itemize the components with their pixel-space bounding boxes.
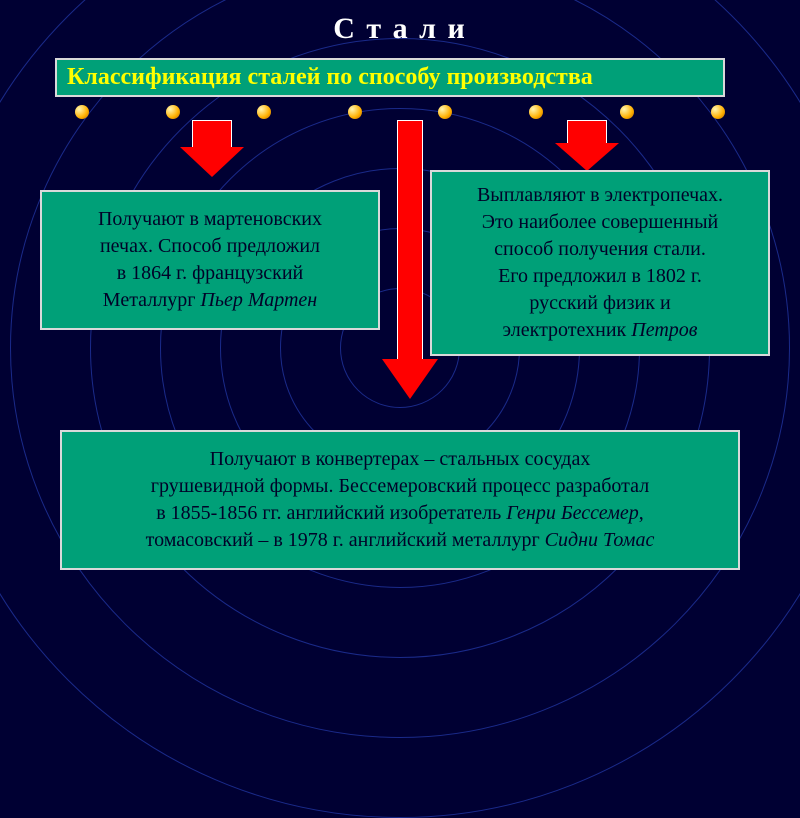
text-line: русский физик и xyxy=(444,290,756,317)
text-line: электротехник Петров xyxy=(444,317,756,344)
text-line: в 1855-1856 гг. английский изобретатель … xyxy=(80,500,720,527)
dot-icon xyxy=(438,105,452,119)
text-line: грушевидной формы. Бессемеровский процес… xyxy=(80,473,720,500)
dot-icon xyxy=(75,105,89,119)
text-line: томасовский – в 1978 г. английский метал… xyxy=(80,527,720,554)
dot-icon xyxy=(257,105,271,119)
dot-icon xyxy=(166,105,180,119)
text-line: Получают в конвертерах – стальных сосуда… xyxy=(80,446,720,473)
text-line: Металлург Пьер Мартен xyxy=(54,287,366,314)
martin-process-box: Получают в мартеновских печах. Способ пр… xyxy=(40,190,380,330)
text-line: в 1864 г. французский xyxy=(54,260,366,287)
electric-furnace-box: Выплавляют в электропечах. Это наиболее … xyxy=(430,170,770,356)
dot-icon xyxy=(620,105,634,119)
text-line: Получают в мартеновских xyxy=(54,206,366,233)
text-line: Выплавляют в электропечах. xyxy=(444,182,756,209)
text-line: Его предложил в 1802 г. xyxy=(444,263,756,290)
text-line: печах. Способ предложил xyxy=(54,233,366,260)
dot-icon xyxy=(529,105,543,119)
slide-content: С т а л и Классификация сталей по способ… xyxy=(0,0,800,600)
dot-icon xyxy=(711,105,725,119)
text-line: способ получения стали. xyxy=(444,236,756,263)
classification-header: Классификация сталей по способу производ… xyxy=(55,58,725,97)
page-title: С т а л и xyxy=(0,0,800,46)
bessemer-process-box: Получают в конвертерах – стальных сосуда… xyxy=(60,430,740,570)
dot-icon xyxy=(348,105,362,119)
text-line: Это наиболее совершенный xyxy=(444,209,756,236)
decorative-dots xyxy=(75,105,725,119)
